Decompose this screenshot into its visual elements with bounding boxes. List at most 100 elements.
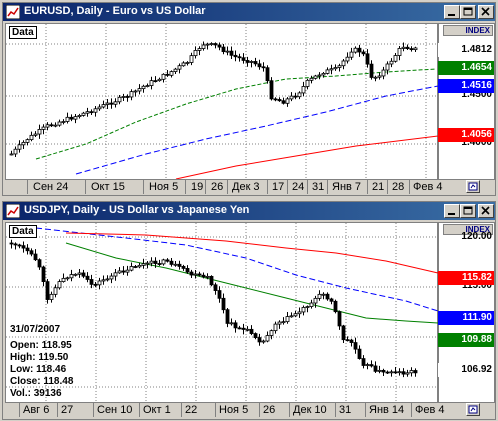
- candle: [385, 370, 390, 375]
- candle: [209, 275, 214, 287]
- candle: [249, 325, 254, 336]
- candle: [289, 92, 294, 102]
- candle: [361, 49, 366, 57]
- candle: [141, 258, 146, 269]
- candle: [293, 310, 298, 318]
- candle: [17, 140, 22, 153]
- scroll-end-button[interactable]: [466, 403, 480, 416]
- candle: [285, 312, 290, 324]
- candle: [317, 72, 322, 80]
- candle: [405, 44, 410, 50]
- candle: [333, 64, 338, 71]
- candle: [329, 64, 334, 75]
- candle: [85, 107, 90, 117]
- candle: [73, 273, 78, 277]
- date-label: 17: [272, 181, 285, 193]
- candle: [37, 124, 42, 139]
- maximize-button[interactable]: [460, 5, 476, 19]
- date-label: Окт 1: [143, 404, 171, 416]
- ma-red-price-tag: 115.82: [438, 271, 494, 285]
- candle: [105, 99, 110, 109]
- candle: [201, 272, 206, 279]
- close-button[interactable]: [478, 5, 494, 19]
- candle: [145, 260, 150, 269]
- candle: [305, 305, 310, 313]
- candle: [289, 312, 294, 318]
- volume-value: 39136: [33, 388, 62, 399]
- candle: [189, 269, 194, 278]
- price-chart-area[interactable]: [5, 222, 495, 403]
- candle: [185, 265, 190, 274]
- candle: [273, 97, 278, 102]
- candle: [373, 75, 378, 82]
- candle: [109, 273, 114, 284]
- candle: [113, 98, 118, 108]
- candle: [129, 89, 134, 101]
- candle: [65, 112, 70, 124]
- candle: [121, 266, 126, 275]
- date-axis: Авг 6 27 Сен 10 Окт 1 22 Ноя 5 26 Дек 10…: [5, 403, 445, 417]
- title-bar[interactable]: EURUSD, Daily - Euro vs US Dollar: [3, 3, 495, 21]
- candle: [161, 258, 166, 266]
- candle: [125, 265, 130, 276]
- scroll-end-button[interactable]: [466, 180, 480, 193]
- candle: [181, 264, 186, 271]
- minimize-button[interactable]: [444, 5, 460, 19]
- candle: [345, 52, 350, 64]
- candle: [257, 59, 262, 70]
- candle: [201, 41, 206, 51]
- date-label: Янв 14: [369, 404, 405, 416]
- candle: [381, 66, 386, 80]
- date-label: Дек 10: [293, 404, 327, 416]
- candle: [181, 61, 186, 67]
- candle: [353, 46, 358, 54]
- candle: [165, 258, 170, 263]
- minimize-button[interactable]: [444, 204, 460, 218]
- date-axis: Сен 24 Окт 15 Ноя 5 19 26 Дек 3 17 24 31…: [5, 180, 443, 194]
- candle: [157, 259, 162, 266]
- ma-blue-price-tag: 1.4516: [438, 79, 494, 93]
- candle: [301, 81, 306, 97]
- data-label: Data: [9, 26, 37, 39]
- candle: [221, 43, 226, 55]
- candle: [337, 63, 342, 72]
- candle: [109, 98, 114, 109]
- candle: [245, 326, 250, 332]
- price-chart-area[interactable]: [5, 23, 495, 180]
- candle: [281, 317, 286, 325]
- candle: [333, 299, 338, 314]
- date-label: Ноя 5: [219, 404, 249, 416]
- candle: [53, 284, 58, 298]
- ma-red-price-tag: 1.4056: [438, 128, 494, 142]
- candle: [125, 94, 130, 102]
- candle: [409, 46, 414, 52]
- candle: [177, 63, 182, 74]
- candle: [353, 337, 358, 354]
- candle: [153, 76, 158, 83]
- chart-window-usdjpy: USDJPY, Daily - US Dollar vs Japanese Ye…: [2, 201, 496, 420]
- close-button[interactable]: [478, 204, 494, 218]
- candle: [209, 42, 214, 46]
- candle: [25, 244, 30, 255]
- candle: [377, 72, 382, 80]
- candle: [253, 57, 258, 67]
- candle: [413, 368, 418, 377]
- candle: [305, 78, 310, 90]
- date-label: 22: [185, 404, 198, 416]
- candle: [293, 92, 298, 100]
- candle: [33, 131, 38, 138]
- candle: [105, 275, 110, 282]
- maximize-button[interactable]: [460, 204, 476, 218]
- candle: [381, 368, 386, 377]
- candle: [169, 258, 174, 267]
- candle: [113, 269, 118, 281]
- candle: [169, 70, 174, 78]
- title-bar[interactable]: USDJPY, Daily - US Dollar vs Japanese Ye…: [3, 202, 495, 220]
- candle: [341, 324, 346, 343]
- candle: [241, 323, 246, 335]
- candle: [41, 124, 46, 135]
- candle: [69, 114, 74, 122]
- candle: [385, 61, 390, 75]
- candle: [369, 60, 374, 80]
- candle: [337, 310, 342, 330]
